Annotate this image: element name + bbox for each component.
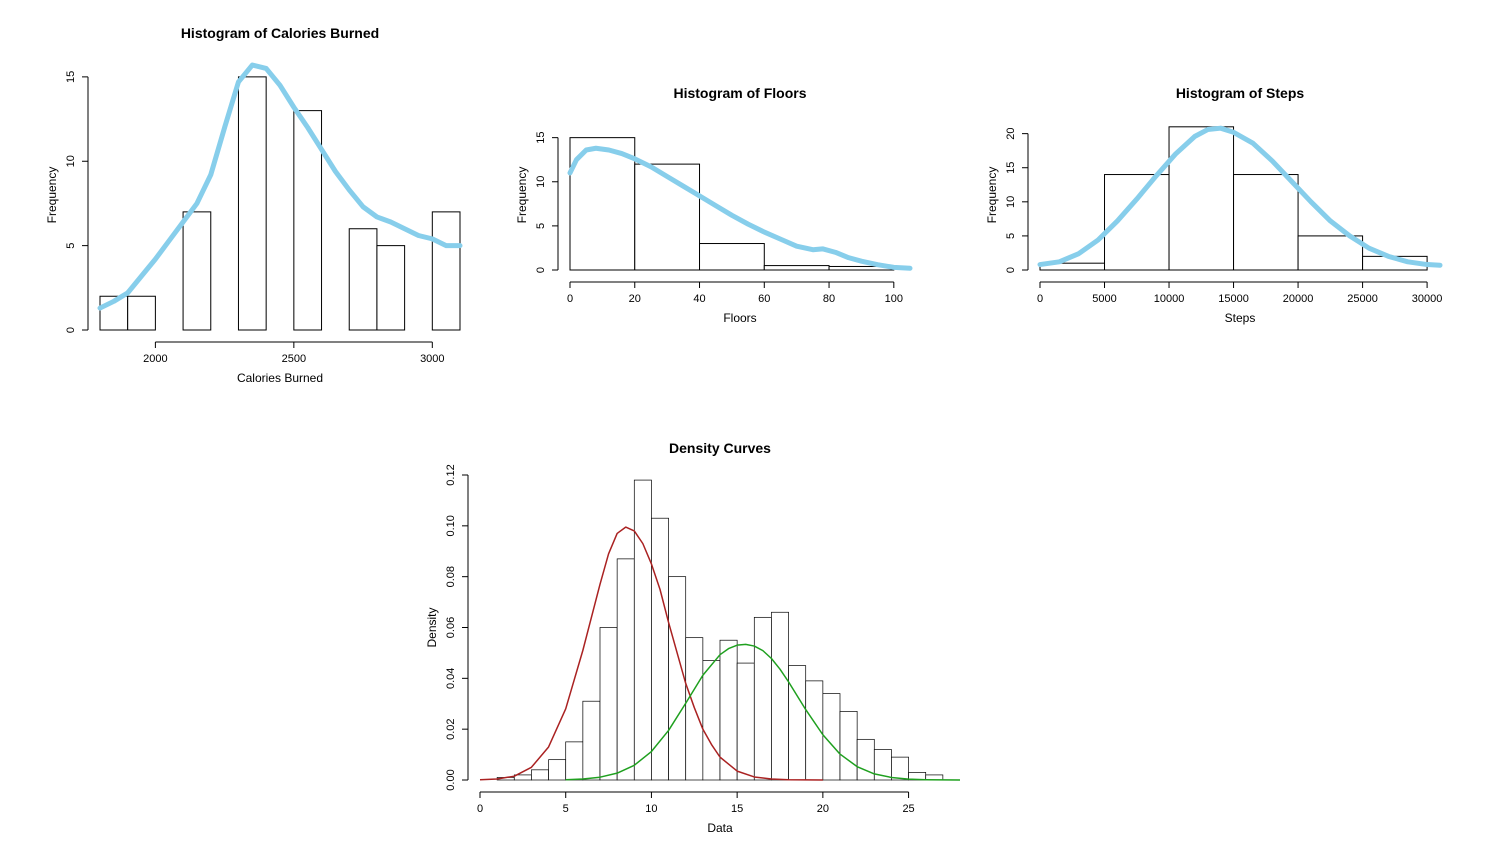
density-bar [549, 760, 566, 780]
steps-bar [1234, 175, 1299, 270]
steps-y-tick-label: 15 [1005, 162, 1017, 174]
calories-bar [377, 246, 405, 330]
floors-x-label: Floors [723, 311, 756, 325]
floors-histogram-chart: Histogram of Floors 0 20 40 60 80 100 Floors 0 5 1… [510, 80, 930, 340]
floors-bar [700, 244, 765, 270]
density-x-label: Data [707, 821, 733, 835]
floors-y-tick-label: 0 [535, 267, 547, 273]
calories-x-tick-label: 3000 [420, 353, 444, 365]
density-y-tick-label: 0.04 [445, 668, 457, 689]
density-x-tick-label: 10 [645, 803, 657, 815]
calories-x-tick-label: 2500 [282, 353, 306, 365]
floors-x-tick-label: 40 [693, 293, 705, 305]
floors-bar [635, 164, 700, 270]
steps-x-tick-label: 25000 [1347, 293, 1378, 305]
steps-x-tick-label: 0 [1037, 293, 1043, 305]
density-x-tick-label: 5 [563, 803, 569, 815]
floors-y-tick-label: 10 [535, 176, 547, 188]
density-bar [703, 661, 720, 780]
density-bar [891, 757, 908, 780]
density-y-tick-label: 0.12 [445, 464, 457, 485]
floors-title: Histogram of Floors [673, 85, 806, 101]
steps-x-tick-label: 5000 [1092, 293, 1116, 305]
density-bar [669, 577, 686, 780]
steps-title: Histogram of Steps [1176, 85, 1305, 101]
calories-y-tick-label: 15 [65, 71, 77, 83]
floors-y-label: Frequency [515, 167, 529, 224]
floors-x-tick-label: 100 [885, 293, 903, 305]
floors-y-tick-label: 5 [535, 223, 547, 229]
steps-y-tick-label: 10 [1005, 196, 1017, 208]
density-y-tick-label: 0.08 [445, 566, 457, 587]
steps-histogram-chart: Histogram of Steps 0 5000 10000 15000 20000 25… [970, 75, 1470, 345]
calories-y-tick-label: 10 [65, 155, 77, 167]
steps-y-tick-label: 0 [1005, 267, 1017, 273]
density-bar [583, 701, 600, 780]
floors-x-tick-label: 20 [629, 293, 641, 305]
density-bar [634, 480, 651, 780]
steps-x-tick-label: 10000 [1154, 293, 1185, 305]
density-bar [617, 559, 634, 780]
density-bar [531, 770, 548, 780]
density-title: Density Curves [669, 440, 771, 456]
density-y-label: Density [425, 607, 439, 647]
steps-x-tick-label: 20000 [1283, 293, 1314, 305]
density-bar [754, 617, 771, 780]
calories-x-label: Calories Burned [237, 371, 323, 385]
calories-y-tick-label: 5 [65, 243, 77, 249]
density-bar [771, 612, 788, 780]
steps-y-tick-label: 5 [1005, 233, 1017, 239]
calories-histogram-chart: Histogram of Calories Burned 2000 2500 3000… [30, 10, 480, 400]
density-x-tick-label: 15 [731, 803, 743, 815]
steps-bar [1298, 236, 1363, 270]
density-bar [600, 628, 617, 781]
floors-x-tick-label: 60 [758, 293, 770, 305]
floors-bar [764, 266, 829, 270]
calories-bar [349, 229, 377, 330]
density-y-tick-label: 0.10 [445, 515, 457, 536]
floors-x-tick-label: 0 [567, 293, 573, 305]
calories-y-label: Frequency [45, 167, 59, 224]
density-x-tick-label: 20 [817, 803, 829, 815]
density-x-tick-label: 0 [477, 803, 483, 815]
steps-x-tick-label: 15000 [1218, 293, 1249, 305]
density-y-tick-label: 0.06 [445, 617, 457, 638]
calories-density-curve [100, 65, 460, 308]
steps-y-label: Frequency [985, 167, 999, 224]
density-bar [840, 711, 857, 780]
density-bar [857, 739, 874, 780]
calories-bar [432, 212, 460, 330]
steps-x-tick-label: 30000 [1412, 293, 1443, 305]
calories-y-tick-label: 0 [65, 327, 77, 333]
calories-x-tick-label: 2000 [143, 353, 167, 365]
chart-page: { "page": { "width": 1500, "height": 864… [0, 0, 1500, 864]
density-bar [566, 742, 583, 780]
steps-y-tick-label: 20 [1005, 128, 1017, 140]
steps-x-label: Steps [1225, 311, 1256, 325]
density-y-tick-label: 0.02 [445, 718, 457, 739]
density-curves-chart: Density Curves 0 5 10 15 20 25 Data 0.00 0.02 0.04… [380, 430, 1000, 850]
density-bar [789, 666, 806, 780]
calories-bar [238, 77, 266, 330]
density-x-tick-label: 25 [902, 803, 914, 815]
floors-y-tick-label: 15 [535, 132, 547, 144]
floors-x-tick-label: 80 [823, 293, 835, 305]
density-y-tick-label: 0.00 [445, 769, 457, 790]
density-bar [737, 663, 754, 780]
calories-title: Histogram of Calories Burned [181, 25, 379, 41]
calories-bar [128, 296, 156, 330]
calories-bar [183, 212, 211, 330]
